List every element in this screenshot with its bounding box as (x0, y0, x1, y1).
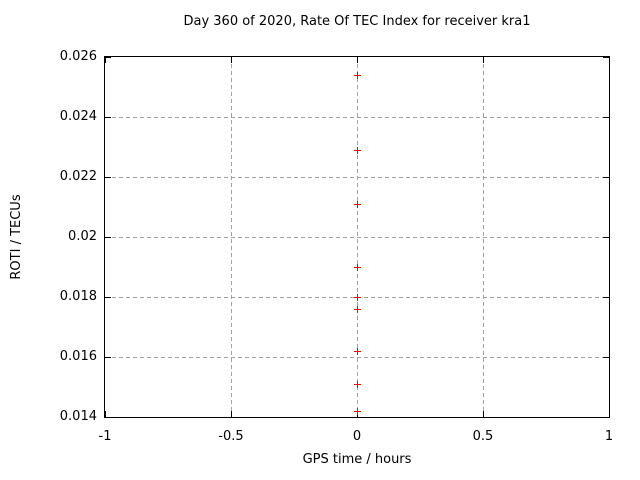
y-tick-label: 0.018 (59, 289, 97, 304)
y-tick-mark (105, 236, 111, 238)
x-axis-title: GPS time / hours (302, 452, 412, 467)
data-point-plus (353, 200, 361, 208)
x-tick-label: -0.5 (218, 429, 244, 444)
y-tick-label: 0.016 (59, 349, 97, 364)
y-tick-mark (105, 356, 111, 358)
x-tick-mark-top (608, 57, 610, 63)
y-axis-title: ROTI / TECUs (9, 194, 24, 280)
y-tick-mark-right (603, 356, 609, 358)
x-tick-mark (230, 411, 232, 417)
y-tick-mark-right (603, 416, 609, 418)
y-tick-mark (105, 296, 111, 298)
y-tick-mark (105, 116, 111, 118)
y-tick-mark (105, 176, 111, 178)
y-tick-label: 0.024 (59, 109, 97, 124)
x-tick-label: 1 (604, 429, 614, 444)
data-point-plus (353, 146, 361, 154)
data-point-plus (353, 293, 361, 301)
x-tick-mark-top (482, 57, 484, 63)
x-tick-label: 0.5 (472, 429, 494, 444)
x-tick-mark-top (230, 57, 232, 63)
y-tick-label: 0.014 (59, 409, 97, 424)
y-tick-mark (105, 416, 111, 418)
data-point-plus (353, 71, 361, 79)
data-point-plus (353, 263, 361, 271)
x-tick-label: 0 (352, 429, 362, 444)
x-tick-mark (104, 411, 106, 417)
y-tick-mark-right (603, 296, 609, 298)
x-tick-mark (608, 411, 610, 417)
data-point-plus (353, 305, 361, 313)
grid-line-vertical (482, 57, 484, 417)
y-tick-label: 0.026 (59, 49, 97, 64)
x-tick-label: -1 (98, 429, 112, 444)
y-tick-label: 0.022 (59, 169, 97, 184)
grid-line-vertical (230, 57, 232, 417)
chart-title: Day 360 of 2020, Rate Of TEC Index for r… (183, 14, 531, 29)
plot-area (104, 56, 610, 418)
y-tick-mark-right (603, 176, 609, 178)
x-tick-mark-top (104, 57, 106, 63)
x-tick-mark (482, 411, 484, 417)
grid-line-vertical (356, 57, 358, 417)
data-point-plus (353, 347, 361, 355)
data-point-plus (353, 380, 361, 388)
data-point-plus (353, 407, 361, 415)
y-tick-label: 0.02 (68, 229, 97, 244)
y-tick-mark-right (603, 56, 609, 58)
y-tick-mark-right (603, 116, 609, 118)
y-tick-mark (105, 56, 111, 58)
x-tick-mark-top (356, 57, 358, 63)
y-tick-mark-right (603, 236, 609, 238)
